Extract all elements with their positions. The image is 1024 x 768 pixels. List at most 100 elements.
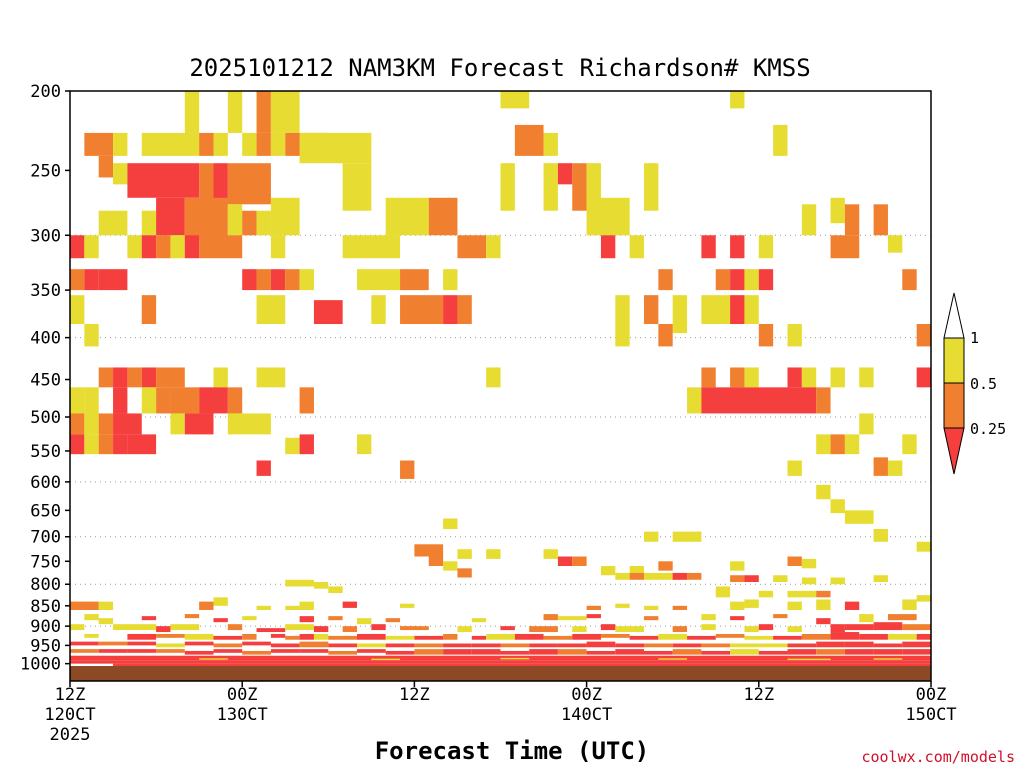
ri-cell-273 <box>313 633 329 640</box>
ri-cell-169 <box>557 556 573 566</box>
ri-cell-18 <box>773 124 788 156</box>
ri-cell-197 <box>916 595 931 602</box>
ri-cell-335 <box>328 650 357 655</box>
ri-cell-158 <box>443 518 458 530</box>
ri-cell-220 <box>184 614 200 619</box>
ri-cell-162 <box>687 531 702 542</box>
ri-cell-121 <box>141 387 157 414</box>
ri-cell-352 <box>816 649 845 655</box>
ri-cell-239 <box>113 624 157 631</box>
plot-frame <box>69 90 932 682</box>
ri-cell-147 <box>830 434 845 455</box>
ri-cell-46 <box>873 204 888 236</box>
ri-cell-78 <box>715 269 731 291</box>
ri-cell-301 <box>213 643 243 648</box>
ri-cell-104 <box>127 367 142 388</box>
ri-cell-71 <box>270 269 286 291</box>
ri-cell-114 <box>801 367 817 388</box>
ri-cell-73 <box>299 269 314 291</box>
ri-cell-311 <box>500 643 530 648</box>
ri-cell-274 <box>328 635 357 640</box>
ri-cell-25 <box>342 163 372 211</box>
ri-cell-126 <box>299 387 314 414</box>
ri-cell-267 <box>184 633 214 640</box>
ri-cell-276 <box>385 635 415 640</box>
ri-cell-20 <box>113 163 128 185</box>
ri-cell-297 <box>98 641 128 646</box>
y-tick-label-250: 250 <box>30 161 61 181</box>
ri-cell-95 <box>730 295 745 325</box>
ri-cell-321 <box>787 643 817 648</box>
ri-cell-98 <box>658 324 673 347</box>
ri-cell-272 <box>299 633 314 640</box>
ri-cell-313 <box>557 643 587 648</box>
ri-cell-23 <box>213 163 228 205</box>
ri-cell-122 <box>156 387 171 414</box>
ri-cell-307 <box>385 643 415 648</box>
ri-cell-7 <box>113 132 128 156</box>
ri-cell-209 <box>644 605 659 610</box>
ri-cell-60 <box>629 235 644 259</box>
ri-cell-236 <box>859 614 874 623</box>
ri-cell-330 <box>184 650 214 655</box>
ri-cell-63 <box>758 235 774 259</box>
ri-cell-277 <box>414 635 444 640</box>
y-axis: 200 250 300 350 400 450 500 550 600 650 700 750 8008… <box>20 82 70 675</box>
ri-cell-39 <box>270 197 300 236</box>
x-tick-label-3-1: 140CT <box>561 705 612 725</box>
ri-cell-117 <box>916 367 931 388</box>
ri-cell-233 <box>730 616 745 621</box>
ri-cell-49 <box>127 235 142 259</box>
x-tick-label-0-0: 12Z <box>55 685 86 705</box>
ri-cell-42 <box>586 197 630 236</box>
ri-cell-164 <box>414 544 444 557</box>
ri-cell-191 <box>313 582 329 589</box>
ri-cell-8 <box>141 132 200 156</box>
ri-cell-38 <box>256 210 271 236</box>
ri-cell-174 <box>629 565 644 576</box>
ri-cell-255 <box>672 626 688 633</box>
x-tick-label-5-1: 150CT <box>905 705 956 725</box>
ri-cell-346 <box>644 650 673 655</box>
ri-cell-97 <box>84 324 99 347</box>
ri-cell-295 <box>916 633 931 640</box>
ri-cell-218 <box>98 618 114 625</box>
x-tick-label-3-0: 00Z <box>571 685 602 705</box>
ri-cell-99 <box>758 324 774 347</box>
ri-cell-55 <box>270 235 286 259</box>
ri-cell-322 <box>816 641 845 648</box>
ri-cell-146 <box>816 434 831 455</box>
ri-cell-90 <box>457 295 472 325</box>
ri-cell-248 <box>400 626 429 631</box>
ri-cell-221 <box>213 618 228 623</box>
ri-cell-286 <box>658 633 688 640</box>
ri-cell-180 <box>629 572 644 580</box>
ri-cell-125 <box>227 387 243 414</box>
ri-cell-112 <box>744 367 759 388</box>
y-tick-label-700: 700 <box>30 528 61 548</box>
ri-cell-318 <box>701 643 731 648</box>
y-tick-label-950: 950 <box>30 636 61 656</box>
ri-cell-26 <box>500 163 515 211</box>
ri-cell-87 <box>371 295 386 325</box>
ri-cell-86 <box>313 300 343 325</box>
ri-cell-52 <box>170 235 185 259</box>
ri-cell-111 <box>730 367 745 388</box>
ri-cell-175 <box>658 561 673 571</box>
ri-cell-5 <box>730 91 745 109</box>
credit-link[interactable]: coolwx.com/models <box>861 748 1015 766</box>
ri-cell-88 <box>400 295 444 325</box>
ri-cell-159 <box>873 529 888 542</box>
y-tick-label-750: 750 <box>30 552 61 572</box>
ri-cell-304 <box>299 641 329 648</box>
ri-cell-113 <box>787 367 802 388</box>
ri-cell-332 <box>242 650 271 655</box>
ri-cell-184 <box>730 575 745 583</box>
ri-cell-48 <box>84 235 99 259</box>
ri-cell-208 <box>615 603 630 608</box>
ri-cell-205 <box>342 601 357 608</box>
ri-cell-106 <box>156 367 185 388</box>
ri-cell-364 <box>787 658 831 661</box>
ri-cell-173 <box>600 565 616 576</box>
